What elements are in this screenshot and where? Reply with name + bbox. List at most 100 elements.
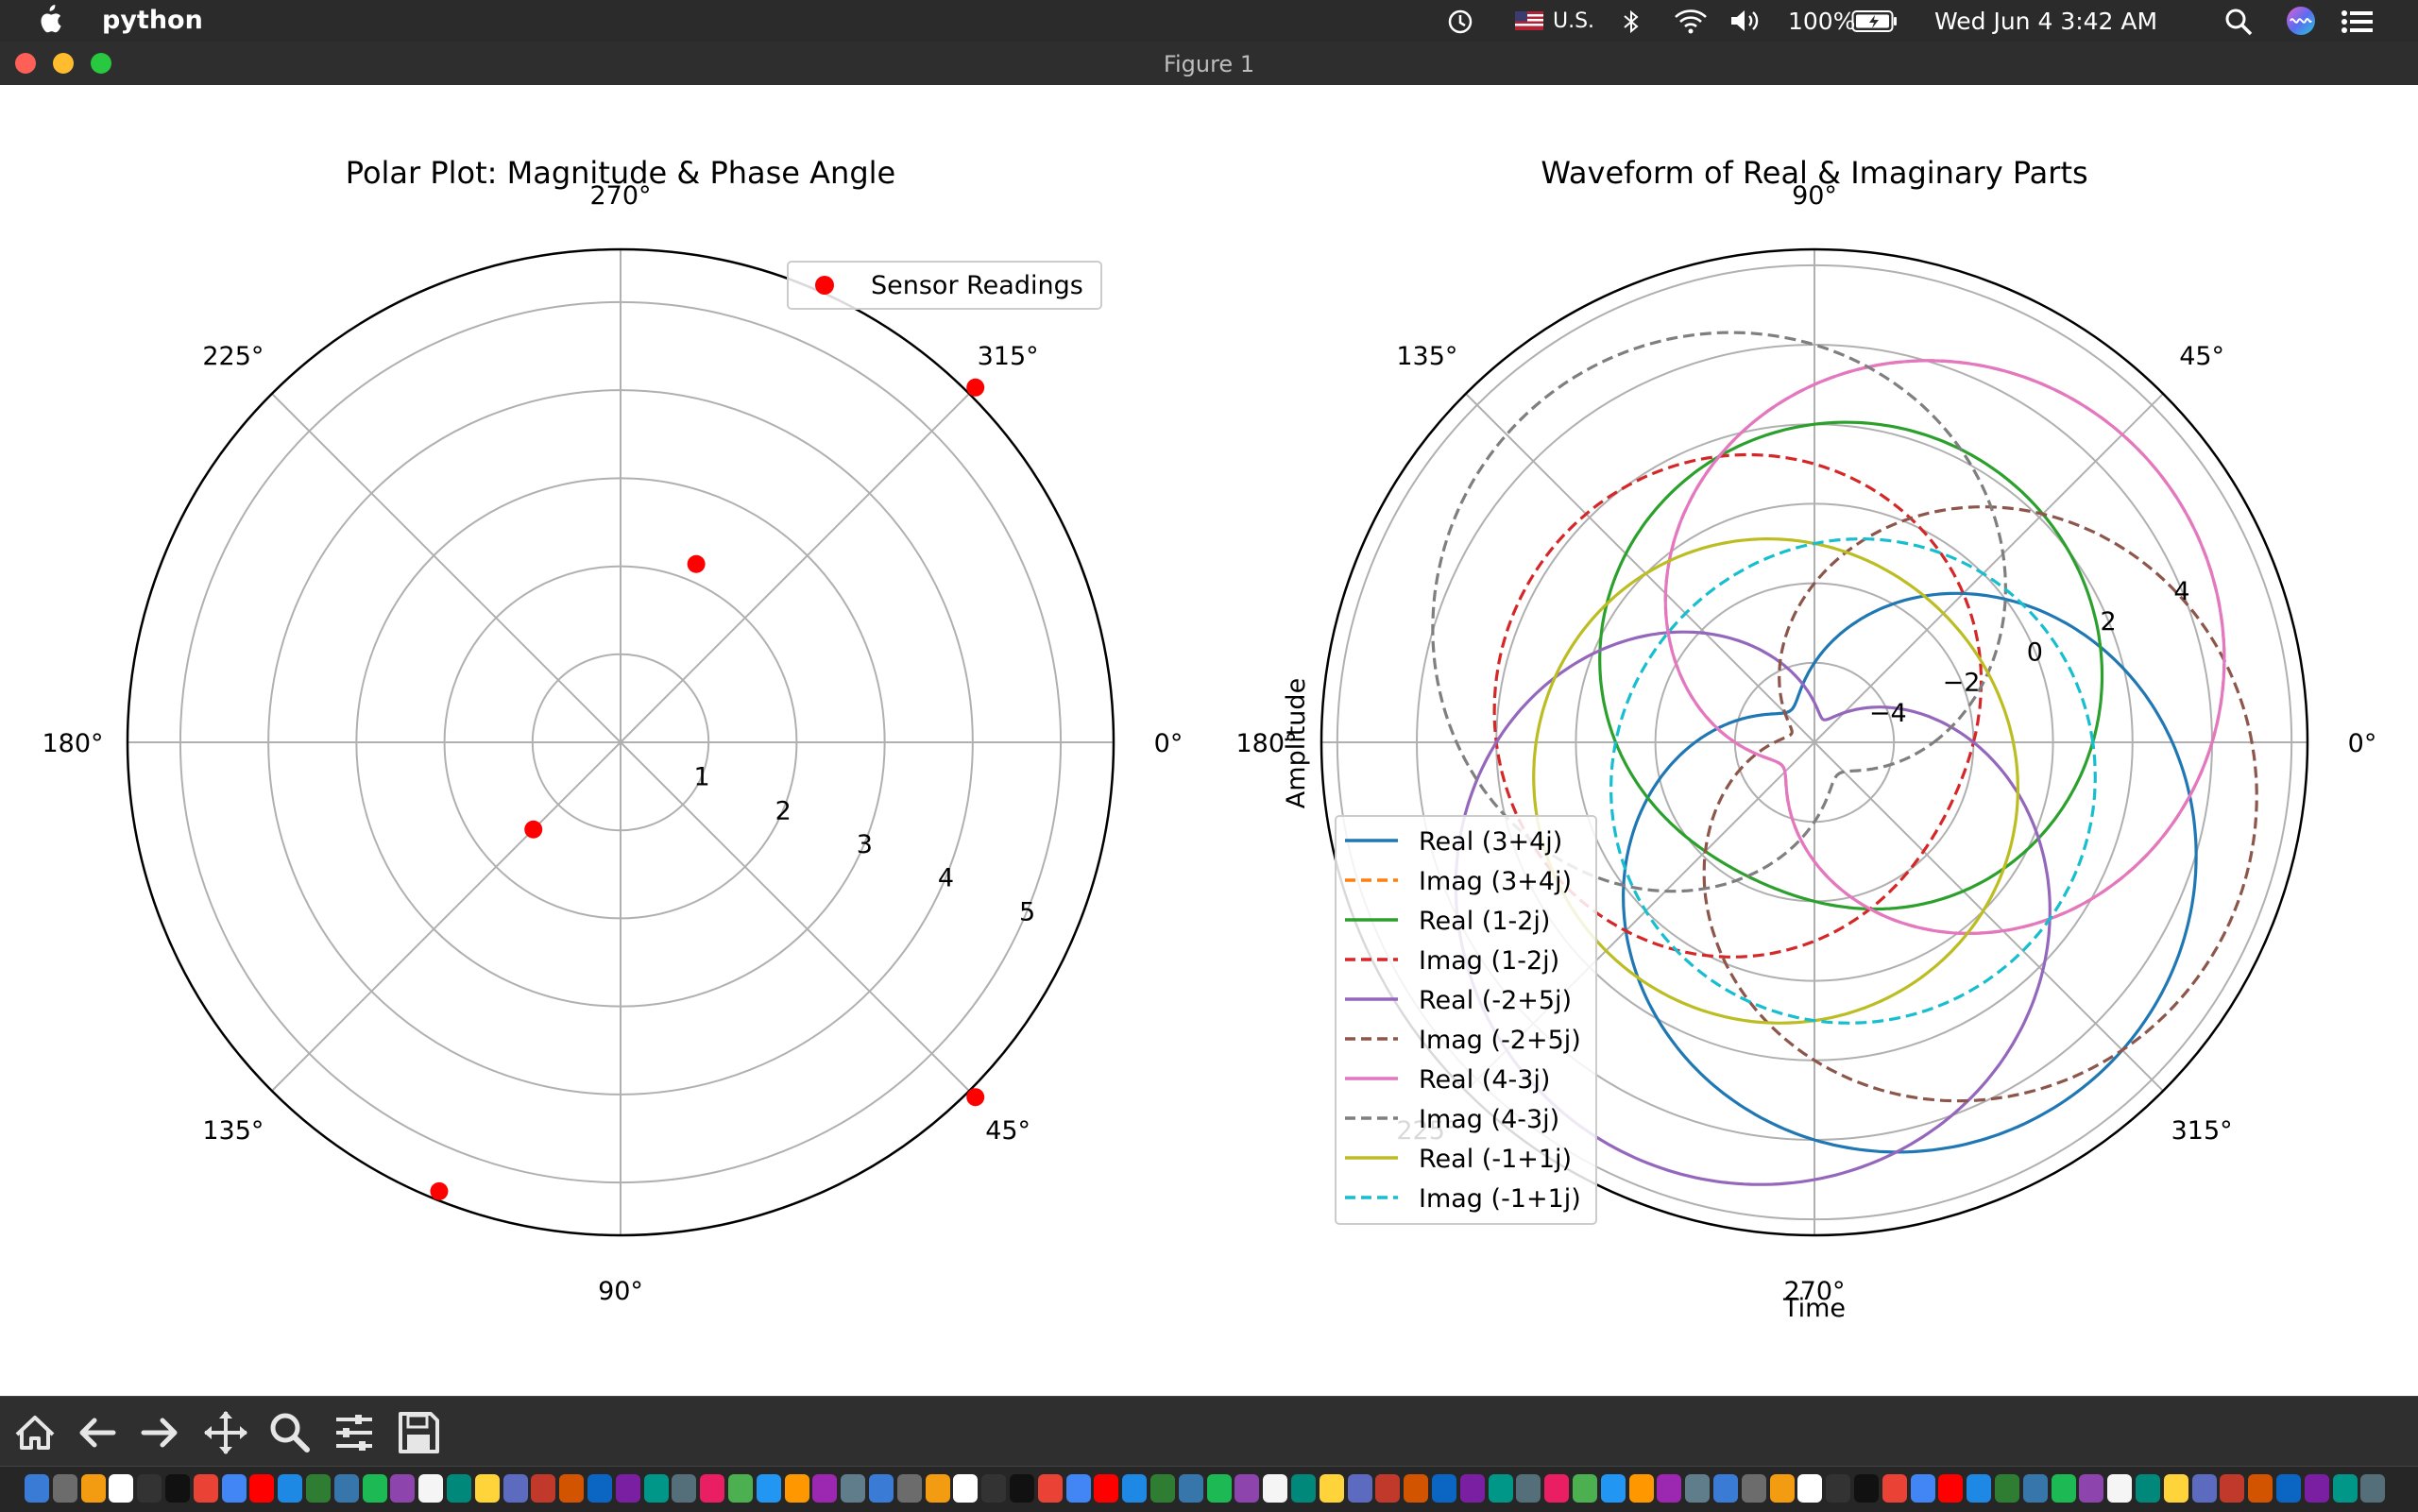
dock-app-icon[interactable] bbox=[2136, 1474, 2160, 1503]
time-machine-icon[interactable] bbox=[1445, 8, 1475, 36]
dock-app-icon[interactable] bbox=[925, 1474, 950, 1503]
dock-app-icon[interactable] bbox=[643, 1474, 669, 1503]
close-button[interactable] bbox=[15, 53, 36, 74]
dock-app-icon[interactable] bbox=[221, 1474, 247, 1503]
dock-app-icon[interactable] bbox=[1263, 1474, 1288, 1503]
dock-app-icon[interactable] bbox=[1769, 1474, 1795, 1503]
dock-app-icon[interactable] bbox=[137, 1474, 162, 1503]
dock-app-icon[interactable] bbox=[981, 1474, 1007, 1503]
battery-percent[interactable]: 100% bbox=[1788, 8, 1856, 35]
dock-app-icon[interactable] bbox=[165, 1474, 190, 1503]
dock-app-icon[interactable] bbox=[1347, 1474, 1372, 1503]
home-button[interactable] bbox=[8, 1406, 62, 1459]
dock-app-icon[interactable] bbox=[2332, 1474, 2358, 1503]
zoom-to-rect-button[interactable] bbox=[263, 1406, 317, 1459]
dock-app-icon[interactable] bbox=[1910, 1474, 1935, 1503]
dock-app-icon[interactable] bbox=[1178, 1474, 1203, 1503]
dock-app-icon[interactable] bbox=[1854, 1474, 1879, 1503]
dock-app-icon[interactable] bbox=[278, 1474, 303, 1503]
dock-app-icon[interactable] bbox=[1713, 1474, 1738, 1503]
forward-button[interactable] bbox=[132, 1406, 187, 1459]
dock-app-icon[interactable] bbox=[1404, 1474, 1429, 1503]
figure-canvas[interactable]: Polar Plot: Magnitude & Phase Angle 0° 45… bbox=[0, 85, 2418, 1398]
dock-app-icon[interactable] bbox=[109, 1474, 134, 1503]
dock-app-icon[interactable] bbox=[587, 1474, 612, 1503]
clock[interactable]: Wed Jun 4 3:42 AM bbox=[1934, 8, 2158, 35]
dock-app-icon[interactable] bbox=[1375, 1474, 1401, 1503]
dock-app-icon[interactable] bbox=[2248, 1474, 2273, 1503]
dock-app-icon[interactable] bbox=[841, 1474, 866, 1503]
dock-app-icon[interactable] bbox=[2022, 1474, 2048, 1503]
dock-app-icon[interactable] bbox=[1037, 1474, 1063, 1503]
dock-app-icon[interactable] bbox=[1628, 1474, 1654, 1503]
dock-app-icon[interactable] bbox=[700, 1474, 725, 1503]
dock-app-icon[interactable] bbox=[1797, 1474, 1823, 1503]
dock-app-icon[interactable] bbox=[1967, 1474, 1992, 1503]
dock-app-icon[interactable] bbox=[2107, 1474, 2133, 1503]
dock-app-icon[interactable] bbox=[1291, 1474, 1316, 1503]
minimize-button[interactable] bbox=[53, 53, 74, 74]
dock-app-icon[interactable] bbox=[1741, 1474, 1766, 1503]
pan-button[interactable] bbox=[198, 1406, 253, 1459]
control-center-icon[interactable] bbox=[2341, 9, 2375, 34]
apple-icon[interactable] bbox=[36, 4, 62, 36]
dock-app-icon[interactable] bbox=[1516, 1474, 1541, 1503]
save-figure-button[interactable] bbox=[391, 1406, 446, 1459]
dock-app-icon[interactable] bbox=[2163, 1474, 2188, 1503]
dock-app-icon[interactable] bbox=[1600, 1474, 1626, 1503]
dock-app-icon[interactable] bbox=[953, 1474, 979, 1503]
search-icon[interactable] bbox=[2224, 8, 2253, 36]
dock-app-icon[interactable] bbox=[1657, 1474, 1682, 1503]
dock-app-icon[interactable] bbox=[728, 1474, 753, 1503]
dock-app-icon[interactable] bbox=[615, 1474, 640, 1503]
dock-app-icon[interactable] bbox=[1573, 1474, 1597, 1503]
dock-app-icon[interactable] bbox=[2191, 1474, 2217, 1503]
dock-app-icon[interactable] bbox=[784, 1474, 809, 1503]
dock-app-icon[interactable] bbox=[474, 1474, 500, 1503]
dock-app-icon[interactable] bbox=[193, 1474, 218, 1503]
wifi-icon[interactable] bbox=[1674, 8, 1708, 34]
dock-app-icon[interactable] bbox=[2304, 1474, 2329, 1503]
dock-app-icon[interactable] bbox=[1065, 1474, 1091, 1503]
dock-app-icon[interactable] bbox=[418, 1474, 444, 1503]
dock-app-icon[interactable] bbox=[1488, 1474, 1513, 1503]
dock-app-icon[interactable] bbox=[2079, 1474, 2104, 1503]
dock-app-icon[interactable] bbox=[2360, 1474, 2386, 1503]
dock-app-icon[interactable] bbox=[1882, 1474, 1907, 1503]
dock-app-icon[interactable] bbox=[333, 1474, 359, 1503]
siri-icon[interactable] bbox=[2286, 6, 2316, 36]
back-button[interactable] bbox=[70, 1406, 125, 1459]
dock-app-icon[interactable] bbox=[249, 1474, 275, 1503]
dock-app-icon[interactable] bbox=[1826, 1474, 1851, 1503]
dock-app-icon[interactable] bbox=[1206, 1474, 1232, 1503]
battery-icon[interactable] bbox=[1851, 9, 1899, 34]
dock-app-icon[interactable] bbox=[1432, 1474, 1456, 1503]
dock-app-icon[interactable] bbox=[1150, 1474, 1175, 1503]
dock-app-icon[interactable] bbox=[531, 1474, 556, 1503]
dock-app-icon[interactable] bbox=[502, 1474, 528, 1503]
dock-app-icon[interactable] bbox=[25, 1474, 49, 1503]
dock-app-icon[interactable] bbox=[390, 1474, 416, 1503]
zoom-button[interactable] bbox=[91, 53, 111, 74]
dock-app-icon[interactable] bbox=[896, 1474, 922, 1503]
dock-app-icon[interactable] bbox=[869, 1474, 894, 1503]
dock-app-icon[interactable] bbox=[1235, 1474, 1260, 1503]
dock-app-icon[interactable] bbox=[52, 1474, 77, 1503]
dock-app-icon[interactable] bbox=[1094, 1474, 1119, 1503]
dock-app-icon[interactable] bbox=[672, 1474, 697, 1503]
dock-app-icon[interactable] bbox=[812, 1474, 838, 1503]
dock-app-icon[interactable] bbox=[362, 1474, 387, 1503]
input-source-label[interactable]: U.S. bbox=[1553, 9, 1595, 33]
bluetooth-icon[interactable] bbox=[1621, 8, 1642, 36]
dock-app-icon[interactable] bbox=[447, 1474, 471, 1503]
app-name[interactable]: python bbox=[102, 6, 203, 35]
dock-app-icon[interactable] bbox=[1010, 1474, 1034, 1503]
dock-app-icon[interactable] bbox=[1685, 1474, 1711, 1503]
dock-app-icon[interactable] bbox=[80, 1474, 106, 1503]
dock-app-icon[interactable] bbox=[2220, 1474, 2245, 1503]
dock-app-icon[interactable] bbox=[306, 1474, 331, 1503]
dock-app-icon[interactable] bbox=[1459, 1474, 1485, 1503]
dock-app-icon[interactable] bbox=[2051, 1474, 2076, 1503]
dock-app-icon[interactable] bbox=[559, 1474, 585, 1503]
dock-app-icon[interactable] bbox=[2276, 1474, 2301, 1503]
